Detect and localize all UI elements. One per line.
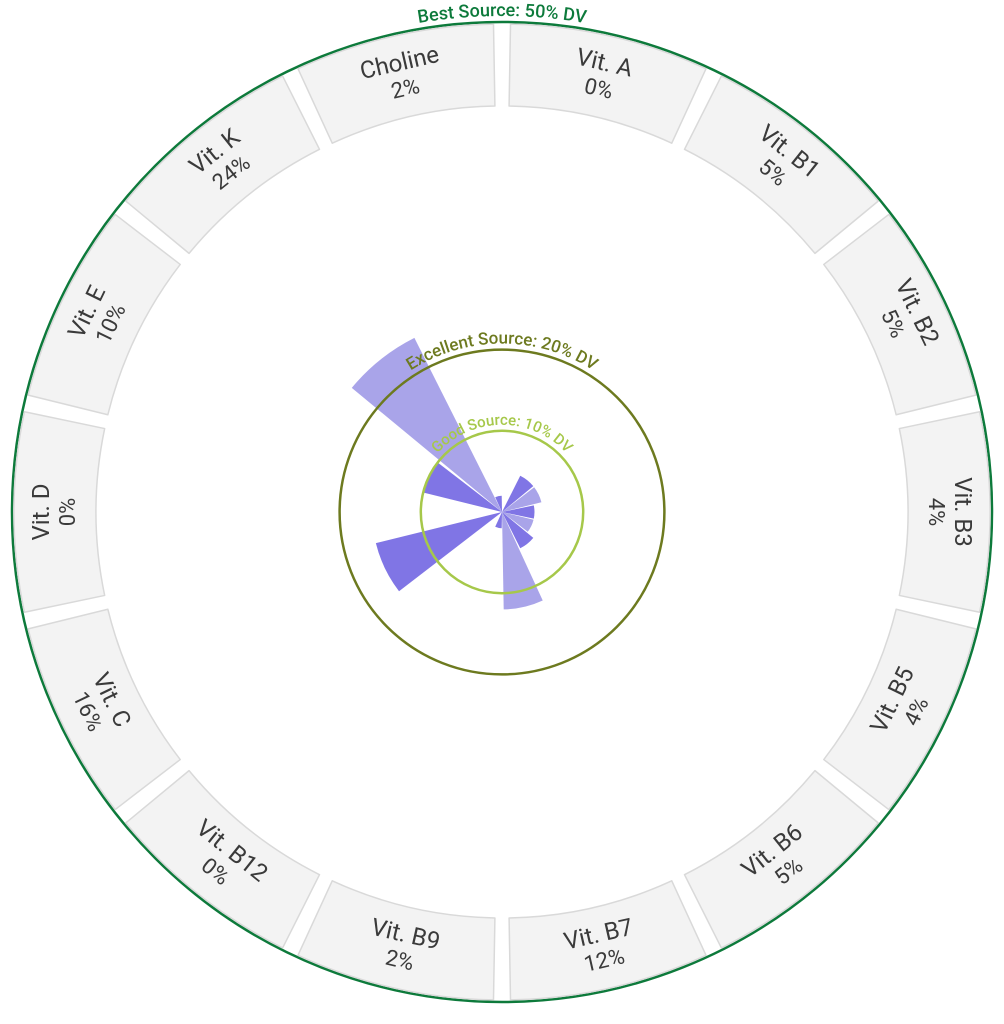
- reference-label-20: Excellent Source: 20% DV: [403, 329, 601, 375]
- svg-text:4%: 4%: [923, 498, 948, 526]
- label-ring: Vit. A0%Vit. B15%Vit. B25%Vit. B34%Vit. …: [14, 24, 990, 1000]
- reference-label-50: Best Source: 50% DV: [416, 0, 588, 28]
- svg-text:Vit. B3: Vit. B3: [949, 477, 977, 547]
- svg-text:Vit. D: Vit. D: [27, 484, 55, 541]
- vitamin-polar-chart: Best Source: 50% DV Excellent Source: 20%…: [0, 0, 1004, 1024]
- svg-text:0%: 0%: [56, 498, 81, 526]
- bars: [352, 338, 543, 610]
- bar-vit-c: [376, 512, 502, 591]
